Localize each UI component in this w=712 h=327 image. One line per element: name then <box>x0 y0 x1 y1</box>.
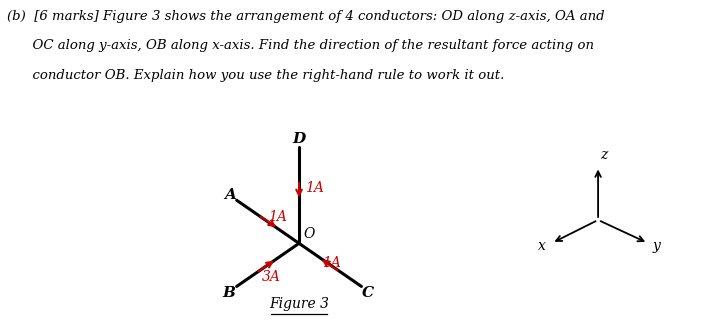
Text: (b)  [6 marks] Figure 3 shows the arrangement of 4 conductors: OD along z-axis, : (b) [6 marks] Figure 3 shows the arrange… <box>7 10 604 23</box>
Text: D: D <box>293 132 305 146</box>
Text: y: y <box>652 239 661 252</box>
Text: A: A <box>224 188 236 201</box>
Text: 1A: 1A <box>322 256 340 270</box>
Text: C: C <box>362 286 375 300</box>
Text: O: O <box>303 227 315 241</box>
Text: 1A: 1A <box>305 181 323 195</box>
Text: OC along y-axis, OB along x-axis. Find the direction of the resultant force acti: OC along y-axis, OB along x-axis. Find t… <box>7 39 594 52</box>
Text: B: B <box>222 286 235 300</box>
Text: 1A: 1A <box>268 210 288 224</box>
Text: 3A: 3A <box>261 270 281 284</box>
Text: Figure 3: Figure 3 <box>269 297 329 311</box>
Text: z: z <box>600 148 607 162</box>
Text: conductor OB. Explain how you use the right-hand rule to work it out.: conductor OB. Explain how you use the ri… <box>7 69 505 82</box>
Text: x: x <box>538 239 545 252</box>
